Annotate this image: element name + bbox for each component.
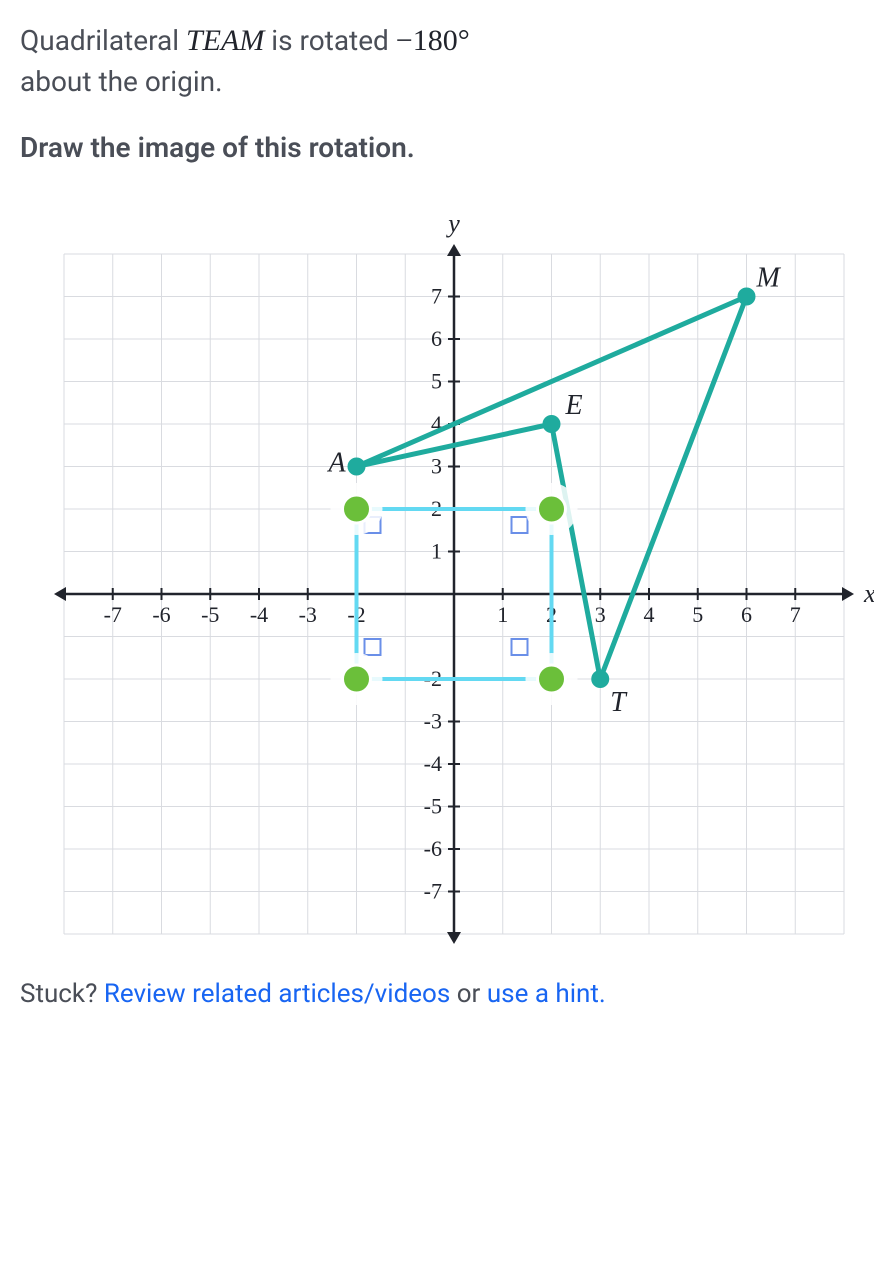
drag-handle[interactable] xyxy=(538,665,566,693)
svg-text:6: 6 xyxy=(741,602,752,627)
svg-text:3: 3 xyxy=(431,454,442,479)
drag-handle[interactable] xyxy=(538,495,566,523)
vertex-label-t: T xyxy=(610,687,628,718)
svg-text:5: 5 xyxy=(431,369,442,394)
svg-text:-4: -4 xyxy=(250,602,268,627)
coordinate-graph[interactable]: -7-6-5-4-3-21234567-7-6-5-4-3-21234567yx… xyxy=(34,194,854,954)
svg-text:1: 1 xyxy=(431,539,442,564)
svg-text:-3: -3 xyxy=(424,709,442,734)
hint-link[interactable]: use a hint. xyxy=(487,979,606,1009)
svg-text:-7: -7 xyxy=(104,602,122,627)
problem-statement: Quadrilateral TEAM is rotated −180° abou… xyxy=(20,20,868,101)
stuck-label: Stuck? xyxy=(20,979,104,1009)
problem-prefix: Quadrilateral xyxy=(20,24,186,57)
svg-text:5: 5 xyxy=(692,602,703,627)
vertex-a xyxy=(348,458,366,476)
svg-text:6: 6 xyxy=(431,326,442,351)
svg-text:-5: -5 xyxy=(201,602,219,627)
svg-text:4: 4 xyxy=(644,602,655,627)
vertex-e xyxy=(543,415,561,433)
svg-text:-6: -6 xyxy=(152,602,170,627)
svg-text:1: 1 xyxy=(497,602,508,627)
review-link[interactable]: Review related articles/videos xyxy=(104,979,450,1009)
svg-text:-5: -5 xyxy=(424,794,442,819)
svg-text:-4: -4 xyxy=(424,751,442,776)
vertex-label-m: M xyxy=(756,263,782,294)
rotation-degrees: −180° xyxy=(396,24,470,57)
svg-text:-6: -6 xyxy=(424,836,442,861)
svg-text:7: 7 xyxy=(431,284,442,309)
drag-handle[interactable] xyxy=(343,665,371,693)
right-angle-marker xyxy=(365,639,381,655)
right-angle-marker xyxy=(512,639,528,655)
shape-name: TEAM xyxy=(186,24,264,57)
vertex-m xyxy=(738,288,756,306)
vertex-label-e: E xyxy=(565,390,583,421)
drag-handle[interactable] xyxy=(343,495,371,523)
vertex-t xyxy=(591,670,609,688)
vertex-label-a: A xyxy=(327,448,347,479)
help-line: Stuck? Review related articles/videos or… xyxy=(20,979,868,1009)
right-angle-marker xyxy=(512,517,528,533)
svg-text:y: y xyxy=(445,209,460,238)
svg-text:x: x xyxy=(863,579,874,608)
help-or: or xyxy=(450,979,487,1009)
svg-text:7: 7 xyxy=(790,602,801,627)
instruction: Draw the image of this rotation. xyxy=(20,131,868,164)
problem-mid: is rotated xyxy=(264,24,395,57)
svg-text:-7: -7 xyxy=(424,879,442,904)
problem-suffix: about the origin. xyxy=(20,65,222,98)
svg-text:-3: -3 xyxy=(299,602,317,627)
